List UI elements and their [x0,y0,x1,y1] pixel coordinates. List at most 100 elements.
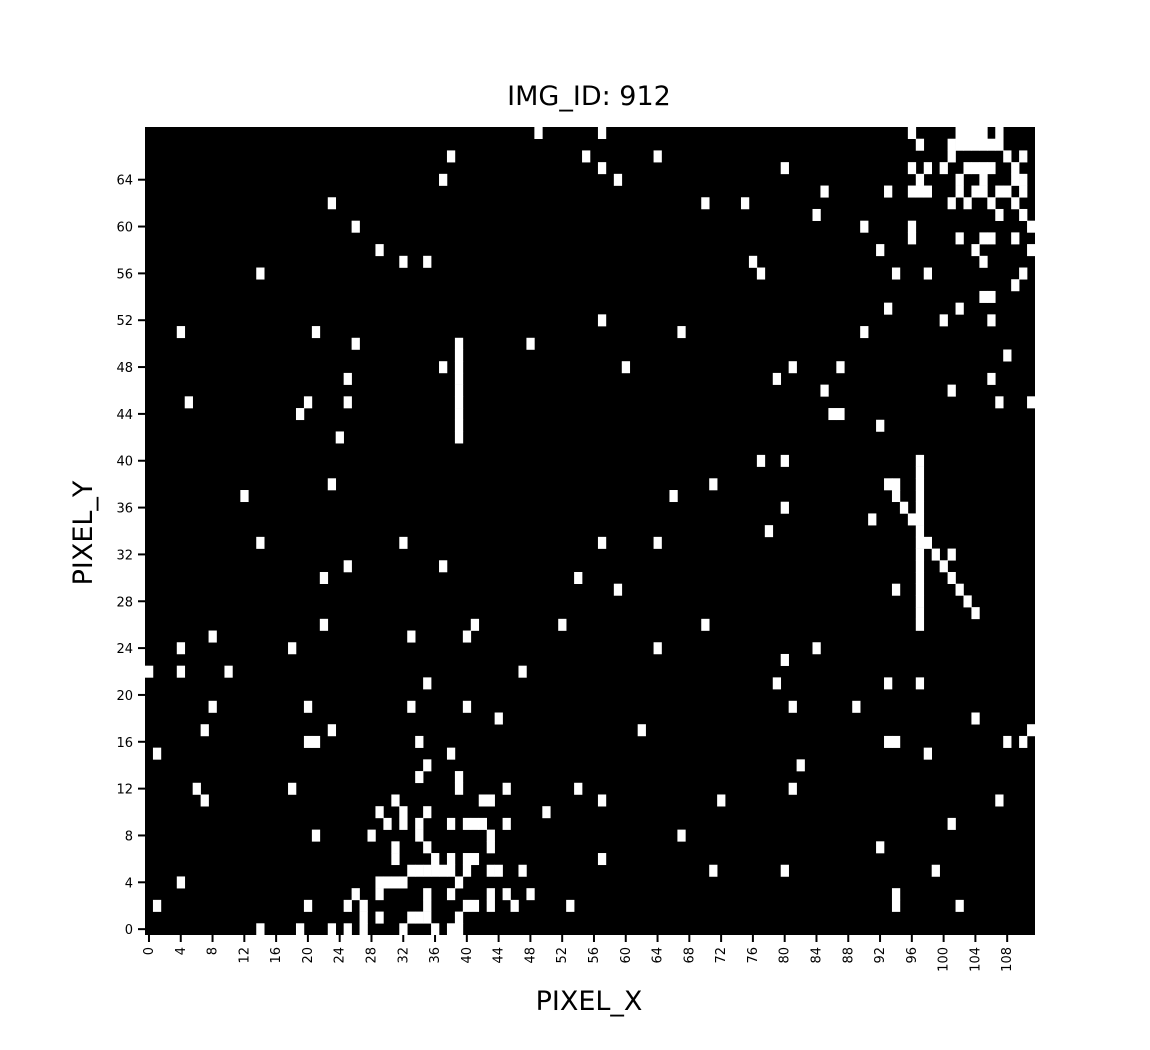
heatmap-cell [740,197,750,210]
heatmap-cell [439,361,448,374]
heatmap-cell [327,478,337,491]
heatmap-cell [884,735,893,748]
heatmap-cell [597,536,607,549]
heatmap-cell [351,220,360,233]
heatmap-cell [407,911,416,924]
y-tick-label: 12 [116,783,133,798]
heatmap-cell [963,197,972,210]
x-axis-label: PIXEL_X [536,986,643,1017]
heatmap-cell [939,162,948,175]
heatmap-cell [812,642,821,655]
heatmap-cell [439,173,448,186]
y-tick-label: 0 [125,923,133,938]
heatmap-cell [884,677,893,690]
heatmap-cell [915,454,925,467]
heatmap-cell [399,923,408,936]
heatmap-cell [597,314,607,327]
y-tick-label: 8 [125,829,133,844]
heatmap-cell [764,525,774,538]
heatmap-cell [454,431,464,444]
heatmap-cell [327,923,337,936]
y-tick-label: 4 [125,876,133,891]
heatmap-cell [1011,173,1020,186]
heatmap-cell [446,853,456,866]
heatmap-cell [558,618,567,631]
heatmap-cell [915,466,925,479]
heatmap-cell [987,314,996,327]
heatmap-cell [717,794,726,807]
heatmap-cell [359,899,368,912]
heatmap-cell [963,162,972,175]
heatmap-cell [780,864,789,877]
heatmap-cell [423,899,432,912]
heatmap-cell [399,255,408,268]
heatmap-cell [915,185,925,198]
heatmap-cell [891,899,901,912]
heatmap-cell [987,162,996,175]
heatmap-cell [574,782,583,795]
heatmap-cell [923,747,932,760]
heatmap-cell [319,618,329,631]
heatmap-cell [597,853,607,866]
heatmap-cell [478,794,487,807]
heatmap-cell [256,536,265,549]
heatmap-cell [947,384,956,397]
heatmap-cell [510,899,519,912]
heatmap-cell [756,454,766,467]
heatmap-cell [208,630,217,643]
heatmap-cell [383,876,392,889]
heatmap-cell [399,806,408,819]
heatmap-cell [184,396,193,409]
heatmap-cell [486,899,495,912]
heatmap-cell [915,478,925,491]
heatmap-cell [876,841,885,854]
heatmap-cell [407,630,416,643]
heatmap-cell [915,607,925,620]
heatmap-cell [1003,735,1012,748]
heatmap-cell [915,513,925,526]
heatmap-cell [454,408,464,421]
heatmap-cell [295,923,305,936]
heatmap-cell [423,677,432,690]
heatmap-cell [971,162,980,175]
heatmap-cell [979,232,988,245]
heatmap-cell [224,665,233,678]
heatmap-cell [423,864,432,877]
heatmap-cell [486,864,495,877]
heatmap-cell [423,911,432,924]
heatmap-cell [200,724,209,737]
heatmap-cell [1011,197,1020,210]
heatmap-cell [192,782,201,795]
heatmap-cell [208,700,217,713]
heatmap-cell [415,864,424,877]
heatmap-cell [375,888,384,901]
heatmap-cell [454,923,464,936]
heatmap-cell [176,326,186,339]
y-tick-label: 20 [116,689,133,704]
heatmap-cell [987,232,996,245]
heatmap-cell [939,314,948,327]
heatmap-cell [399,817,408,830]
x-tick-label: 52 [555,947,570,964]
heatmap-cell [359,923,368,936]
heatmap-cell [494,712,503,725]
heatmap-cell [971,712,980,725]
heatmap-cell [303,735,313,748]
heatmap-background [145,127,1035,935]
x-tick-label: 108 [1000,947,1015,972]
heatmap-cell [923,185,932,198]
heatmap-cell [780,162,789,175]
heatmap-cell [613,583,623,596]
heatmap-cell [915,525,925,538]
heatmap-cell [796,759,805,772]
heatmap-cell [931,864,940,877]
heatmap-cell [454,911,464,924]
y-tick-label: 36 [116,502,133,517]
heatmap-cell [931,548,940,561]
heatmap-cell [1019,735,1028,748]
heatmap-cell [1003,349,1012,362]
heatmap-cell [375,876,384,889]
heatmap-cell [780,501,789,514]
heatmap-cell [502,782,511,795]
heatmap-cell [653,150,662,163]
